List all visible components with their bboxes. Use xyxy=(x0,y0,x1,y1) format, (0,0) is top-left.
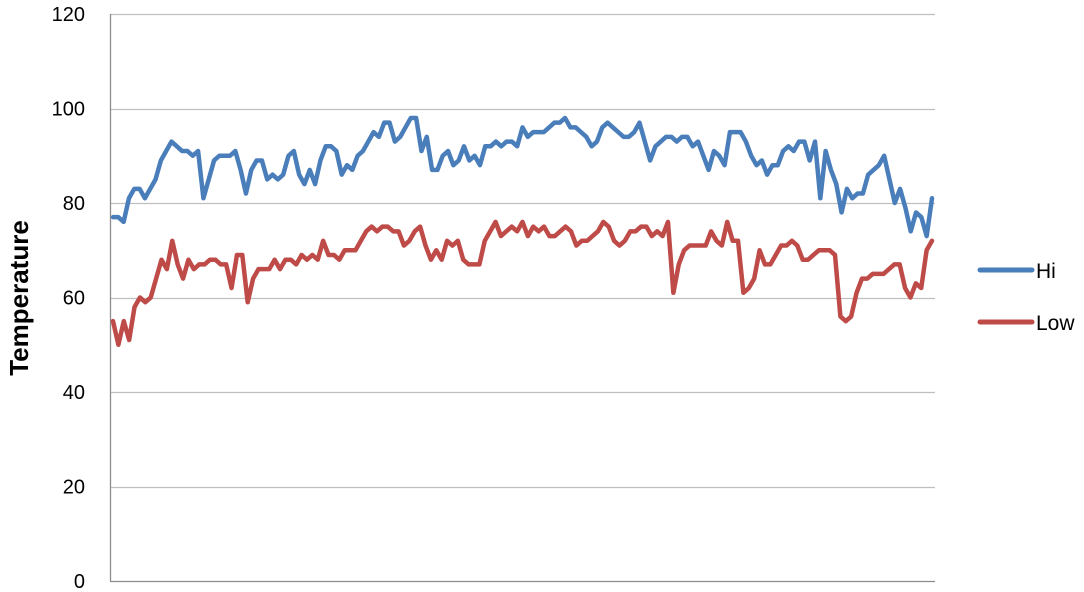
y-tick-label: 0 xyxy=(74,571,85,592)
y-tick-label: 40 xyxy=(63,382,85,404)
legend-item-hi: Hi xyxy=(977,260,1056,283)
y-tick-label: 100 xyxy=(52,99,85,121)
y-tick-label: 120 xyxy=(52,4,85,26)
series-lines xyxy=(110,115,935,347)
axes xyxy=(109,14,935,583)
gridlines xyxy=(110,13,935,489)
y-axis-tick-labels: 0 20 40 60 80 100 120 xyxy=(52,4,85,592)
legend-label-hi: Hi xyxy=(1036,260,1056,283)
series-line-low xyxy=(110,219,935,347)
y-tick-label: 20 xyxy=(63,477,85,499)
y-axis-label: Temperature xyxy=(4,220,34,376)
y-tick-label: 80 xyxy=(63,193,85,215)
series-line-hi xyxy=(110,115,935,239)
legend: Hi Low xyxy=(977,260,1075,335)
y-tick-label: 60 xyxy=(63,288,85,310)
legend-item-low: Low xyxy=(977,312,1075,335)
legend-label-low: Low xyxy=(1036,312,1075,335)
